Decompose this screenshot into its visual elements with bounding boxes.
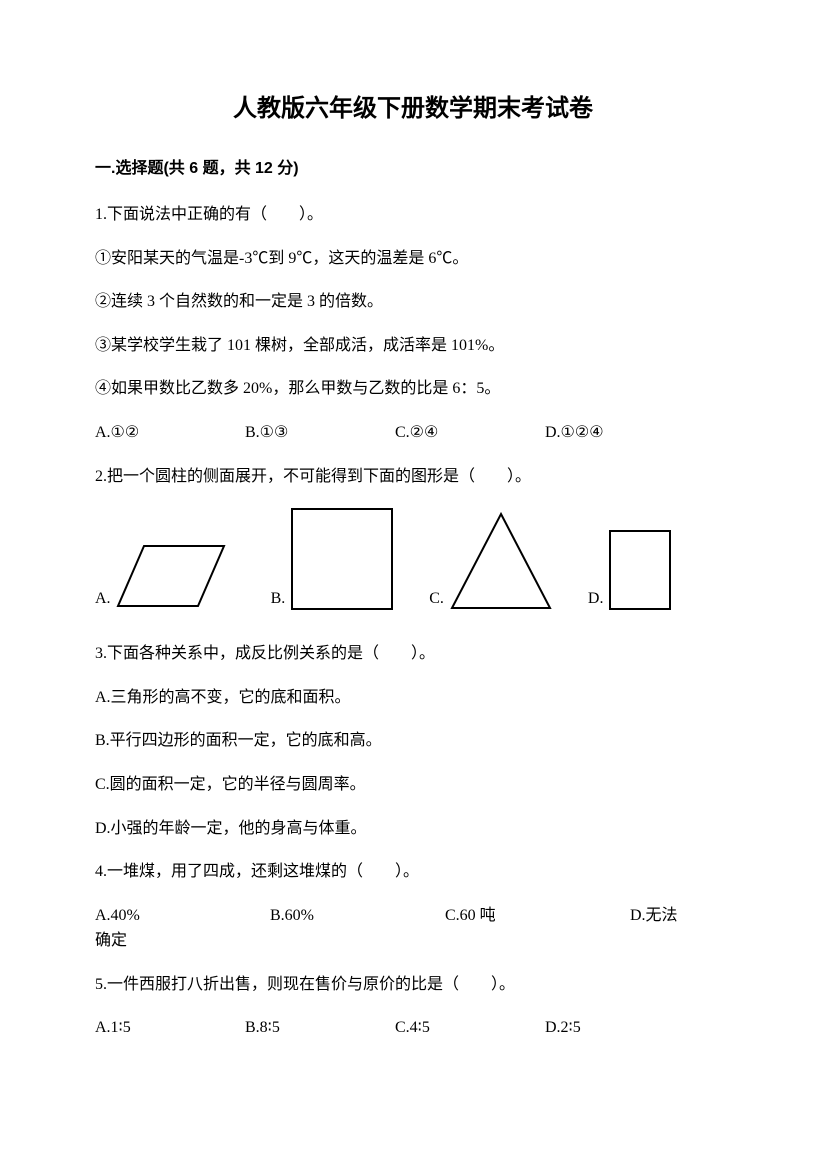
q5-options: A.1∶5 B.8∶5 C.4∶5 D.2∶5	[95, 1015, 731, 1041]
q3-option-c: C.圆的面积一定，它的半径与圆周率。	[95, 772, 731, 798]
triangle-icon	[449, 511, 553, 611]
q2-stem: 2.把一个圆柱的侧面展开，不可能得到下面的图形是（ ）。	[95, 464, 731, 490]
q1-options: A.①② B.①③ C.②④ D.①②④	[95, 420, 731, 446]
q3-option-a: A.三角形的高不变，它的底和面积。	[95, 685, 731, 711]
page-title: 人教版六年级下册数学期末考试卷	[95, 90, 731, 128]
q5-option-d: D.2∶5	[545, 1015, 581, 1041]
q2-option-b-label: B.	[271, 586, 286, 612]
q4-option-b: B.60%	[270, 903, 445, 929]
q1-option-b: B.①③	[245, 420, 395, 446]
parallelogram-icon	[116, 541, 226, 611]
q4-option-d-part1: D.无法	[630, 903, 678, 929]
q2-option-c-label: C.	[429, 586, 444, 612]
q1-statement-2: ②连续 3 个自然数的和一定是 3 的倍数。	[95, 289, 731, 315]
q1-option-a: A.①②	[95, 420, 245, 446]
q4-stem: 4.一堆煤，用了四成，还剩这堆煤的（ ）。	[95, 859, 731, 885]
rectangle-icon	[608, 529, 672, 611]
q3-option-b: B.平行四边形的面积一定，它的底和高。	[95, 728, 731, 754]
q1-statement-1: ①安阳某天的气温是-3℃到 9℃，这天的温差是 6℃。	[95, 246, 731, 272]
q2-option-a-label: A.	[95, 586, 111, 612]
q3-option-d: D.小强的年龄一定，他的身高与体重。	[95, 816, 731, 842]
q1-statement-4: ④如果甲数比乙数多 20%，那么甲数与乙数的比是 6：5。	[95, 376, 731, 402]
q1-statement-3: ③某学校学生栽了 101 棵树，全部成活，成活率是 101%。	[95, 333, 731, 359]
q4-option-c: C.60 吨	[445, 903, 630, 929]
q5-option-b: B.8∶5	[245, 1015, 395, 1041]
q1-option-d: D.①②④	[545, 420, 604, 446]
q5-option-c: C.4∶5	[395, 1015, 545, 1041]
q4-option-a: A.40%	[95, 903, 270, 929]
q4-options: A.40% B.60% C.60 吨 D.无法 确定	[95, 903, 731, 954]
q2-shape-options: A. B. C. D.	[95, 507, 731, 611]
q5-option-a: A.1∶5	[95, 1015, 245, 1041]
square-icon	[290, 507, 394, 611]
section-header: 一.选择题(共 6 题，共 12 分)	[95, 156, 731, 182]
q5-stem: 5.一件西服打八折出售，则现在售价与原价的比是（ ）。	[95, 972, 731, 998]
q2-option-d-label: D.	[588, 586, 604, 612]
q3-stem: 3.下面各种关系中，成反比例关系的是（ ）。	[95, 641, 731, 667]
q1-option-c: C.②④	[395, 420, 545, 446]
q4-option-d-part2: 确定	[95, 928, 731, 954]
q1-stem: 1.下面说法中正确的有（ ）。	[95, 202, 731, 228]
